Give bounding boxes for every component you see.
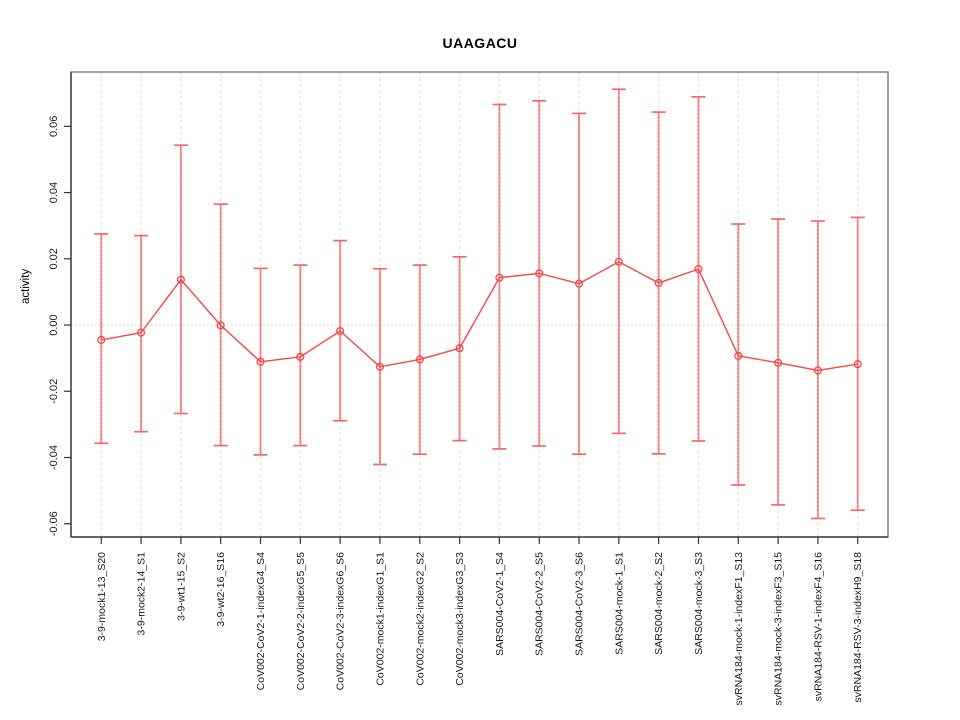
data-point: [296, 352, 305, 361]
x-tick-label: SARS004-mock-3_S3: [693, 552, 705, 655]
data-point: [574, 279, 584, 288]
data-point: [654, 278, 663, 288]
plot-box: [70, 71, 889, 538]
x-tick-label: SARS004-mock-1_S1: [613, 552, 625, 655]
x-tick-label: svRNA184-mock-1-indexF1_S13: [733, 552, 745, 706]
y-tick-label: 0.04: [48, 182, 60, 203]
x-tick-label: CoV002-CoV2-1-indexG4_S4: [255, 552, 267, 690]
data-point: [813, 366, 822, 375]
data-point: [853, 360, 862, 369]
x-tick-label: CoV002-mock2-indexG2_S2: [414, 552, 426, 686]
x-tick-label: svRNA184-mock-3-indexF3_S15: [773, 552, 785, 706]
data-point: [535, 269, 544, 278]
chart-title: UAAGACU: [442, 35, 518, 51]
y-tick-label: 0.06: [48, 116, 60, 137]
data-point: [614, 257, 623, 266]
data-point: [336, 326, 345, 336]
x-tick-label: SARS004-CoV2-1_S4: [494, 552, 506, 656]
data-point: [375, 362, 385, 371]
y-tick-label: 0.00: [48, 314, 60, 335]
x-tick-label: CoV002-CoV2-3-indexG6_S6: [335, 552, 347, 690]
x-tick-label: CoV002-mock1-indexG1_S1: [374, 552, 386, 686]
x-tick-label: SARS004-CoV2-2_S5: [534, 552, 546, 656]
data-point: [495, 273, 504, 282]
x-tick-label: CoV002-mock3-indexG3_S3: [454, 552, 466, 686]
x-tick-label: svRNA184-RSV-3-indexH9_S18: [852, 552, 864, 703]
data-point: [256, 357, 265, 366]
data-point: [455, 344, 464, 353]
data-point: [774, 358, 783, 367]
data-point: [415, 355, 424, 364]
x-tick-label: 3-9-mock1-13_S20: [96, 552, 108, 641]
data-point: [176, 275, 185, 284]
x-tick-label: SARS004-mock-2_S2: [653, 552, 665, 655]
y-tick-label: 0.02: [48, 248, 60, 269]
data-point: [137, 328, 146, 337]
series-line: [101, 260, 858, 372]
data-point: [97, 335, 106, 344]
y-tick-label: -0.02: [48, 379, 60, 404]
x-tick-label: svRNA184-RSV-1-indexF4_S16: [812, 552, 824, 702]
data-point: [216, 321, 225, 330]
data-point: [734, 351, 743, 360]
y-tick-label: -0.06: [48, 511, 60, 536]
y-tick-label: -0.04: [48, 445, 60, 470]
x-tick-label: 3-9-wt2-16_S16: [215, 552, 227, 627]
x-tick-label: 3-9-mock2-14_S1: [136, 552, 148, 636]
x-tick-label: CoV002-CoV2-2-indexG5_S5: [295, 552, 307, 690]
x-tick-label: SARS004-CoV2-3_S6: [574, 552, 586, 656]
data-point: [694, 265, 703, 274]
x-tick-label: 3-9-wt1-15_S2: [175, 552, 187, 621]
